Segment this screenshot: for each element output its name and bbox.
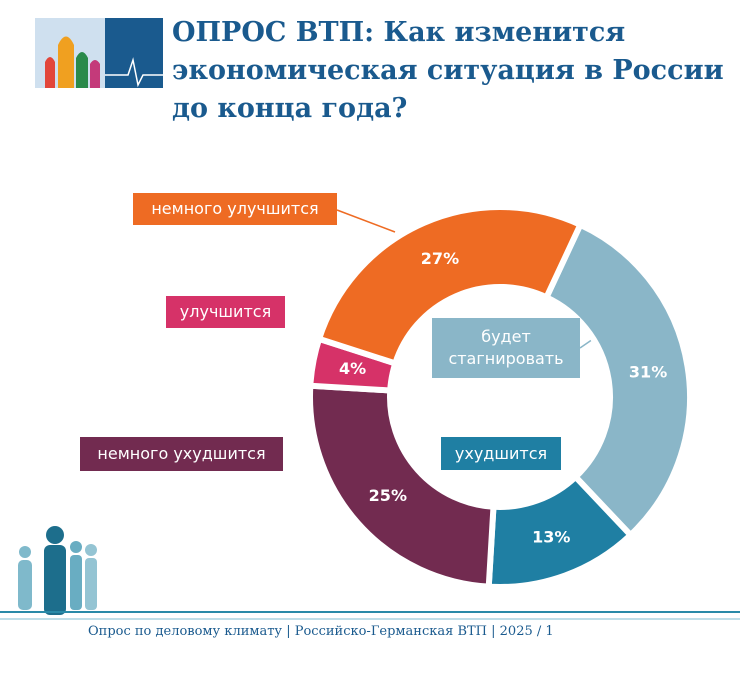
category-label: улучшится xyxy=(166,296,285,328)
value-label: 25% xyxy=(369,486,407,505)
value-label: 27% xyxy=(421,249,459,268)
category-label: будет стагнировать xyxy=(432,318,580,378)
value-label: 4% xyxy=(339,359,366,378)
category-label: немного улучшится xyxy=(133,193,337,225)
logo xyxy=(35,18,163,88)
category-label: ухудшится xyxy=(441,437,561,470)
donut-segment xyxy=(542,220,693,540)
value-label: 31% xyxy=(629,363,667,382)
footer: Опрос по деловому климату | Российско-Ге… xyxy=(88,624,554,639)
value-label: 13% xyxy=(532,527,570,546)
donut-segment xyxy=(315,204,585,368)
leader-line xyxy=(336,209,396,233)
title: ОПРОС ВТП: Как изменится экономическая с… xyxy=(172,17,724,124)
category-label: немного ухудшится xyxy=(80,437,283,471)
donut-segment xyxy=(307,382,497,590)
people-illustration xyxy=(18,526,97,615)
